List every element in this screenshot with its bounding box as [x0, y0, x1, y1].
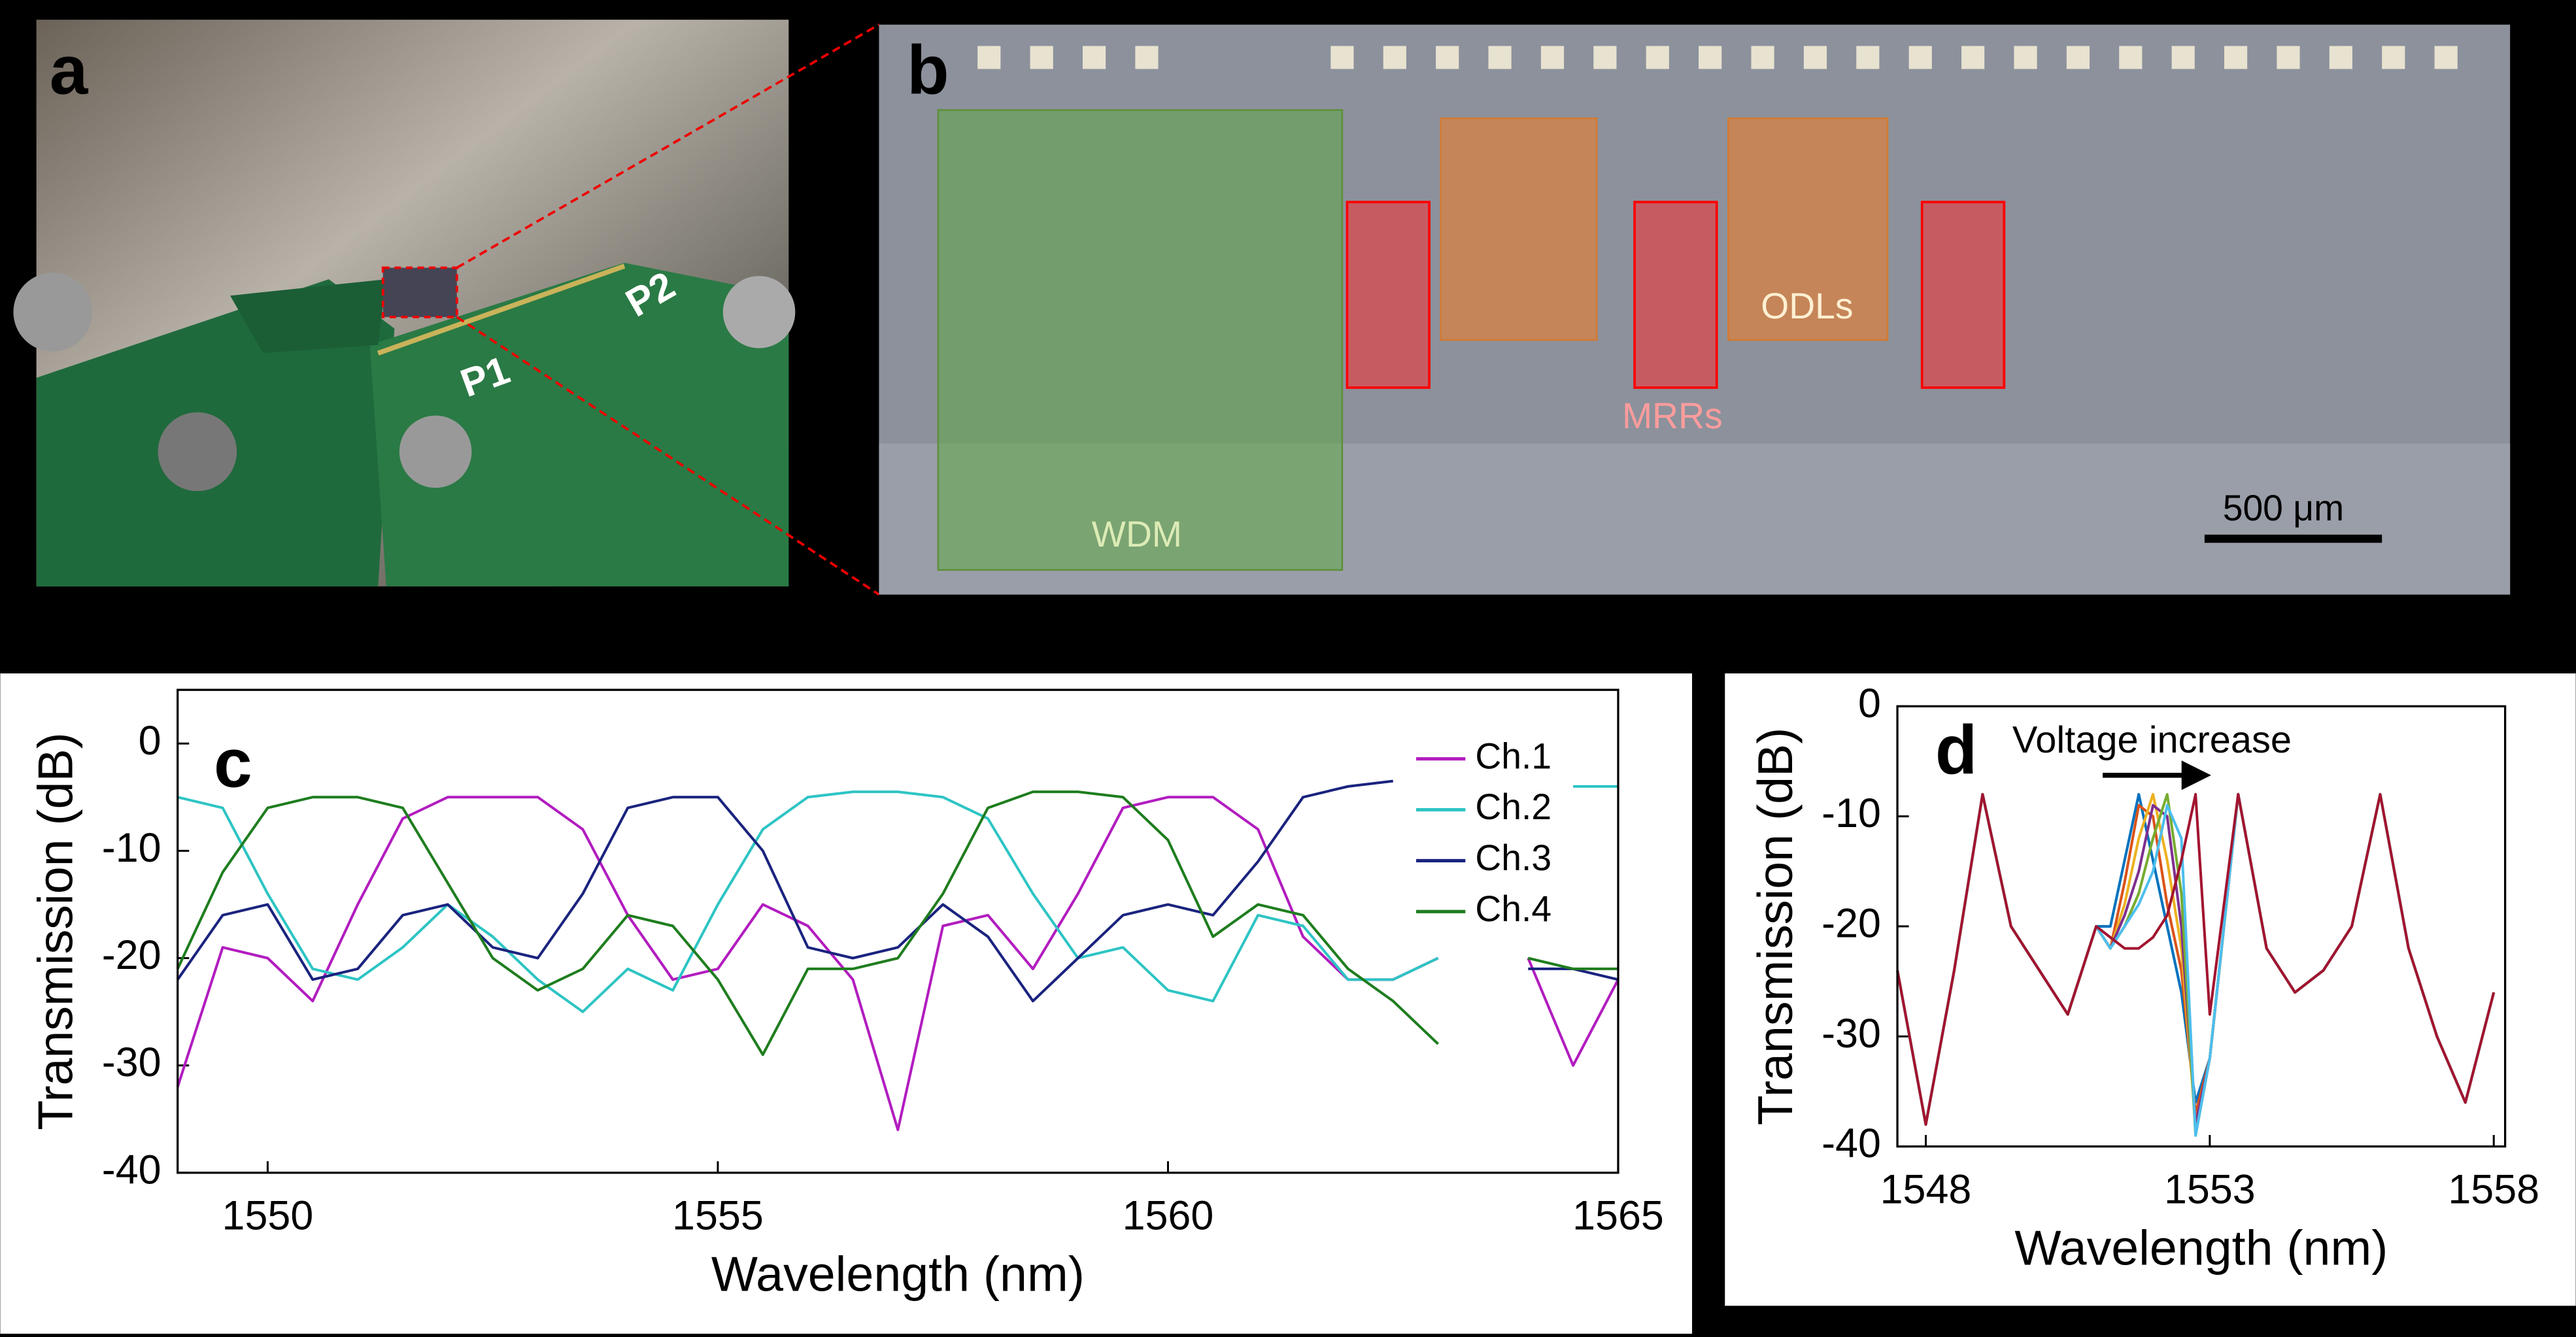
data-line: [176, 790, 1618, 1057]
x-tick-label: 1548: [1880, 1167, 1972, 1213]
legend-label: Ch.2: [1475, 787, 1551, 827]
y-axis-label: Transmission (dB): [1748, 728, 1803, 1126]
scale-bar-label: 500 μm: [2223, 488, 2344, 528]
panel-label: a: [50, 31, 89, 109]
data-line: [177, 785, 1618, 1013]
region-label: MRRs: [1622, 396, 1723, 436]
x-tick-label: 1550: [222, 1193, 314, 1239]
panel-label: c: [214, 725, 252, 802]
x-tick-label: 1565: [1572, 1193, 1664, 1239]
y-tick-label: -10: [1822, 790, 1881, 836]
region-label: WDM: [1092, 514, 1182, 554]
panel-label: b: [907, 31, 949, 109]
legend-label: Ch.4: [1475, 889, 1551, 929]
chart-panel: [0, 673, 1693, 1334]
y-axis-label: Transmission (dB): [28, 732, 83, 1130]
x-tick-label: 1560: [1123, 1193, 1214, 1239]
y-tick-label: -20: [1822, 901, 1881, 947]
y-tick-label: -20: [102, 932, 161, 978]
x-axis-label: Wavelength (nm): [2014, 1220, 2388, 1275]
data-line: [1896, 792, 2496, 1126]
chart-panel: [1725, 673, 2576, 1306]
y-tick-label: -10: [102, 825, 161, 871]
legend-label: Ch.3: [1475, 838, 1551, 878]
photo-panel-a: P1 P2 a: [13, 20, 880, 596]
x-tick-label: 1558: [2448, 1167, 2539, 1213]
y-tick-label: -40: [1822, 1121, 1881, 1166]
axes-frame: [1896, 705, 2507, 1148]
micrograph-panel-b: WDM MRRs ODLs 500 μm b: [879, 24, 2511, 595]
x-tick-label: 1553: [2164, 1167, 2256, 1213]
y-tick-label: 0: [1858, 681, 1881, 726]
annotation: Voltage increase: [2012, 719, 2292, 761]
y-tick-label: -40: [102, 1147, 161, 1193]
legend-label: Ch.1: [1475, 736, 1551, 776]
y-tick-label: -30: [1822, 1011, 1881, 1057]
x-axis-label: Wavelength (nm): [711, 1246, 1085, 1301]
y-tick-label: -30: [102, 1040, 161, 1085]
axes-frame: [177, 688, 1619, 1174]
data-line: [176, 796, 1619, 1132]
y-tick-label: 0: [139, 718, 161, 764]
panel-label: d: [1935, 712, 1977, 789]
region-label: ODLs: [1761, 286, 1853, 326]
x-tick-label: 1555: [672, 1193, 764, 1239]
